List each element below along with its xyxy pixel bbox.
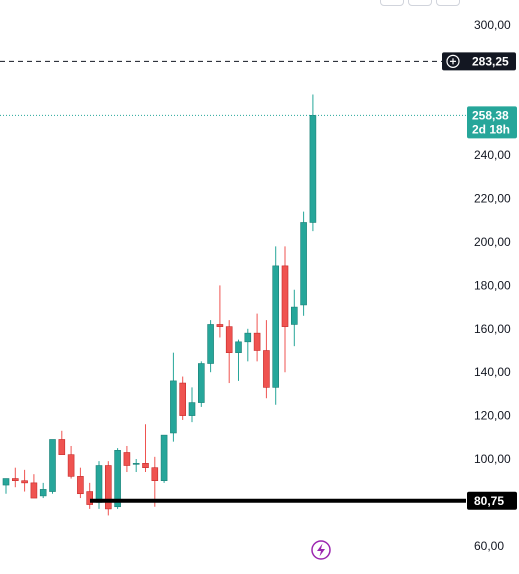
candle <box>198 361 205 407</box>
candle-body <box>198 363 205 403</box>
y-tick-label: 180,00 <box>474 278 511 292</box>
candle <box>235 339 242 381</box>
candle-body <box>151 467 159 481</box>
y-tick-label: 240,00 <box>474 148 511 162</box>
candle <box>21 469 28 492</box>
candle-body <box>30 482 38 499</box>
candle <box>188 387 196 423</box>
candle <box>290 289 298 347</box>
plus-circle-outline <box>446 54 460 68</box>
price-tag-box <box>442 52 516 71</box>
candle-body <box>300 222 307 306</box>
candle-body <box>77 476 84 495</box>
candle-body <box>39 489 47 497</box>
candle <box>123 445 131 473</box>
candle <box>77 467 84 499</box>
candle-body <box>86 491 93 505</box>
candle-body <box>309 115 317 223</box>
candle <box>263 320 270 399</box>
price-tag-label: 283,25 <box>472 54 509 68</box>
candle <box>281 246 289 373</box>
candle-body <box>21 480 28 484</box>
support-price-label: 80,75 <box>474 494 504 508</box>
candle-body <box>132 463 140 465</box>
candle <box>49 439 56 494</box>
candle-body <box>263 350 270 388</box>
candle-body <box>114 450 121 508</box>
candles-group <box>2 94 317 516</box>
candle-body <box>58 439 66 455</box>
candle <box>179 376 186 420</box>
y-tick-label: 60,00 <box>474 539 504 553</box>
y-tick-label: 140,00 <box>474 365 511 379</box>
candle-body <box>2 478 10 486</box>
candle-body <box>49 439 56 492</box>
candle-body <box>281 265 289 327</box>
support-price-tag <box>467 491 517 510</box>
plus-circle-icon[interactable] <box>446 54 460 68</box>
lightning-icon[interactable] <box>311 540 331 560</box>
countdown-label: 2d 18h <box>472 122 510 136</box>
candle <box>105 461 112 516</box>
candle <box>142 424 149 473</box>
candle <box>67 445 75 479</box>
toolbar-button-middle[interactable] <box>408 0 432 6</box>
candle-body <box>12 478 19 481</box>
y-tick-label: 220,00 <box>474 192 511 206</box>
toolbar-button-left[interactable] <box>380 0 404 6</box>
y-tick-label: 300,00 <box>474 18 511 32</box>
candle-body <box>179 382 186 416</box>
candle <box>151 456 159 507</box>
price-axis[interactable]: 300,00 240,00 220,00 200,00 180,00 160,00 140,… <box>474 18 511 553</box>
candle <box>225 320 233 384</box>
horizontal-lines-group <box>0 60 466 503</box>
candle <box>160 434 168 483</box>
candle <box>2 478 10 494</box>
toolbar-button-right[interactable] <box>436 0 460 6</box>
candle <box>207 320 214 373</box>
candle <box>12 467 19 488</box>
candle-body <box>244 332 252 343</box>
candle-body <box>95 465 103 503</box>
candle-body <box>225 326 233 353</box>
candle-body <box>105 465 112 510</box>
candle <box>86 482 93 509</box>
candle <box>216 285 224 338</box>
candle-body <box>170 380 177 434</box>
y-tick-label: 200,00 <box>474 235 511 249</box>
candle <box>170 352 177 442</box>
current-price-label: 258,38 <box>472 108 509 122</box>
candle <box>39 482 47 499</box>
candle-body <box>123 452 131 466</box>
candle <box>58 430 66 455</box>
candle <box>253 313 261 362</box>
candle <box>244 328 252 362</box>
candle-body <box>272 265 280 388</box>
candle-body <box>67 454 75 477</box>
candle-body <box>235 341 242 353</box>
y-tick-label: 100,00 <box>474 452 511 466</box>
candle-body <box>216 324 224 327</box>
candle-body <box>207 324 214 364</box>
candle <box>30 474 38 499</box>
y-tick-label: 120,00 <box>474 409 511 423</box>
candle <box>132 459 140 473</box>
candle <box>300 211 307 316</box>
candle-body <box>142 463 149 468</box>
candle <box>272 246 280 405</box>
current-price-tag <box>467 106 517 139</box>
candle-body <box>188 402 196 416</box>
y-tick-label: 160,00 <box>474 322 511 336</box>
candle-body <box>290 306 298 325</box>
candle-body <box>253 332 261 351</box>
candle-body <box>160 434 168 482</box>
